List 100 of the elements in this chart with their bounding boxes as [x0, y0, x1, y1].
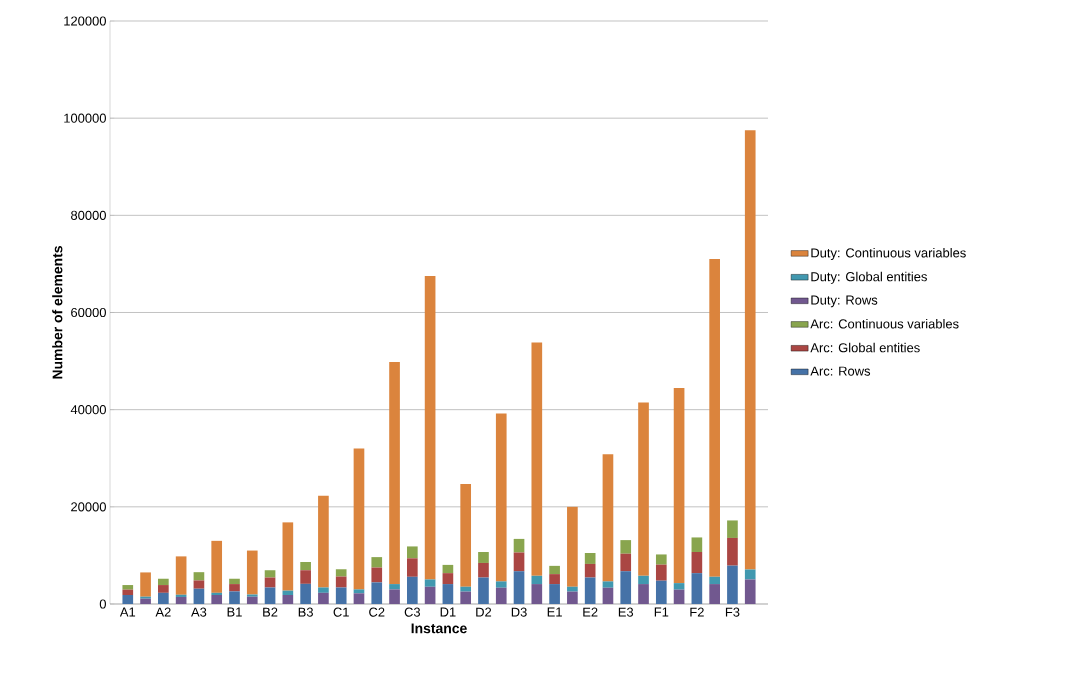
y-tick-label: 40000	[70, 405, 106, 415]
bar	[229, 584, 240, 592]
bar	[620, 553, 632, 572]
bar	[549, 565, 560, 575]
bar	[300, 570, 311, 584]
bar	[175, 556, 187, 595]
x-tick-label: B3	[298, 607, 313, 617]
bar	[442, 564, 454, 574]
y-tick-label: 80000	[71, 210, 106, 220]
x-tick-label: B1	[227, 607, 242, 617]
bar	[140, 598, 151, 604]
x-tick-label: F1	[654, 607, 669, 617]
bar	[424, 276, 436, 580]
bar	[122, 589, 134, 596]
bar	[584, 552, 596, 564]
bar	[567, 506, 578, 587]
bar	[478, 577, 489, 604]
bar	[709, 584, 720, 604]
x-tick-label: F3	[725, 607, 740, 617]
bar	[513, 538, 525, 553]
legend-label: Arc: Rows	[810, 366, 871, 376]
bar	[638, 402, 649, 576]
bar	[709, 259, 720, 577]
x-tick-label: A1	[119, 607, 136, 617]
x-tick-label: A2	[155, 607, 171, 617]
bar	[389, 584, 400, 590]
y-tick-label: 100000	[64, 113, 106, 123]
bar	[727, 537, 738, 566]
bar	[638, 584, 649, 604]
bar	[673, 583, 685, 590]
bar	[727, 520, 738, 538]
bar	[442, 573, 454, 585]
bar	[549, 574, 560, 585]
bar	[691, 573, 703, 604]
bar	[478, 562, 489, 578]
x-tick-label: B2	[263, 607, 278, 617]
legend-label: Duty: Rows	[811, 295, 878, 308]
x-tick-label: C2	[369, 607, 385, 617]
bar	[193, 572, 205, 581]
y-axis-title: Number of elements	[52, 246, 63, 379]
x-tick-label: E2	[583, 607, 598, 617]
bar	[424, 586, 436, 604]
bar	[158, 592, 169, 604]
bar	[229, 578, 240, 585]
bar	[211, 592, 223, 596]
bar	[567, 591, 578, 604]
bar	[584, 563, 596, 578]
x-tick-label: D2	[476, 607, 492, 617]
x-axis-title: Instance	[411, 623, 467, 634]
bar	[673, 589, 685, 604]
bar	[531, 342, 543, 576]
legend-label: Duty: Global entities	[811, 271, 927, 284]
x-tick-label: C3	[404, 607, 421, 617]
bar	[620, 540, 632, 554]
bar	[584, 577, 596, 604]
bar	[727, 565, 738, 604]
x-tick-label: D3	[511, 607, 527, 617]
bar	[282, 522, 294, 591]
bar	[655, 554, 667, 565]
bar	[460, 591, 472, 604]
bar	[744, 569, 756, 580]
bar	[353, 593, 365, 604]
bar	[744, 130, 756, 570]
bar	[691, 552, 703, 574]
bar	[406, 558, 418, 577]
bar	[460, 484, 472, 587]
bar	[158, 585, 169, 593]
x-tick-label: C1	[333, 607, 349, 617]
bar	[673, 388, 685, 584]
bar	[211, 595, 223, 604]
bar	[335, 569, 347, 577]
bar	[602, 454, 614, 582]
bar	[531, 575, 543, 585]
bar	[282, 595, 294, 604]
x-tick-label: A3	[191, 607, 207, 617]
bar	[318, 587, 329, 593]
bar	[620, 571, 632, 604]
bar	[531, 584, 543, 604]
x-tick-label: F2	[690, 607, 704, 617]
bar	[389, 362, 400, 585]
bar	[122, 595, 134, 604]
bar	[335, 587, 347, 604]
bar	[318, 495, 329, 588]
bar	[744, 579, 756, 604]
bar	[513, 571, 525, 604]
x-tick-label: D1	[440, 607, 456, 617]
bar	[709, 576, 720, 585]
bar	[602, 587, 614, 604]
bar	[424, 579, 436, 587]
bar	[318, 592, 329, 604]
bar	[193, 580, 205, 589]
bar	[602, 581, 614, 588]
bar	[353, 589, 365, 594]
bar	[406, 546, 418, 559]
bar	[371, 557, 383, 568]
y-tick-label: 120000	[64, 16, 106, 26]
bar	[335, 576, 347, 588]
y-tick-label: 20000	[71, 502, 106, 512]
bar	[549, 584, 560, 604]
bar	[495, 581, 507, 588]
